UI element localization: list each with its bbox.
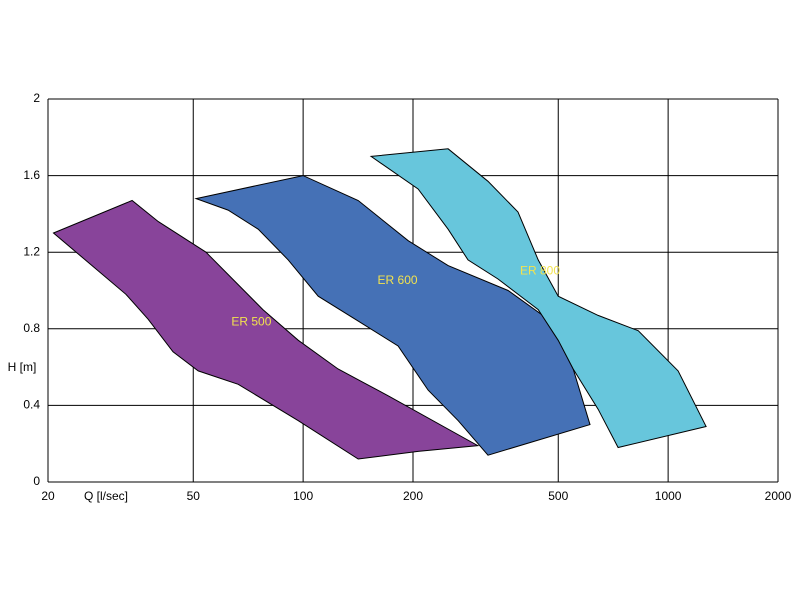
y-tick-label: 1.2 <box>23 244 40 258</box>
x-tick-label: 500 <box>548 489 568 503</box>
area-label: ER 500 <box>231 314 271 328</box>
x-tick-label: 200 <box>403 489 423 503</box>
area-label: ER 800 <box>520 263 560 277</box>
x-tick-label: 1000 <box>655 489 682 503</box>
y-axis-label: H [m] <box>8 360 37 374</box>
x-tick-label: 100 <box>293 489 313 503</box>
y-tick-label: 1.6 <box>23 168 40 182</box>
area <box>369 148 707 449</box>
area <box>194 175 591 456</box>
x-axis-label: Q [l/sec] <box>84 489 128 503</box>
x-tick-label: 50 <box>187 489 201 503</box>
y-tick-label: 2 <box>33 91 40 105</box>
x-tick-label: 20 <box>41 489 55 503</box>
x-tick-label: 2000 <box>765 489 792 503</box>
area-label: ER 600 <box>378 273 418 287</box>
area <box>52 199 480 460</box>
y-tick-label: 0 <box>33 474 40 488</box>
y-tick-label: 0.4 <box>23 398 40 412</box>
y-tick-label: 0.8 <box>23 321 40 335</box>
